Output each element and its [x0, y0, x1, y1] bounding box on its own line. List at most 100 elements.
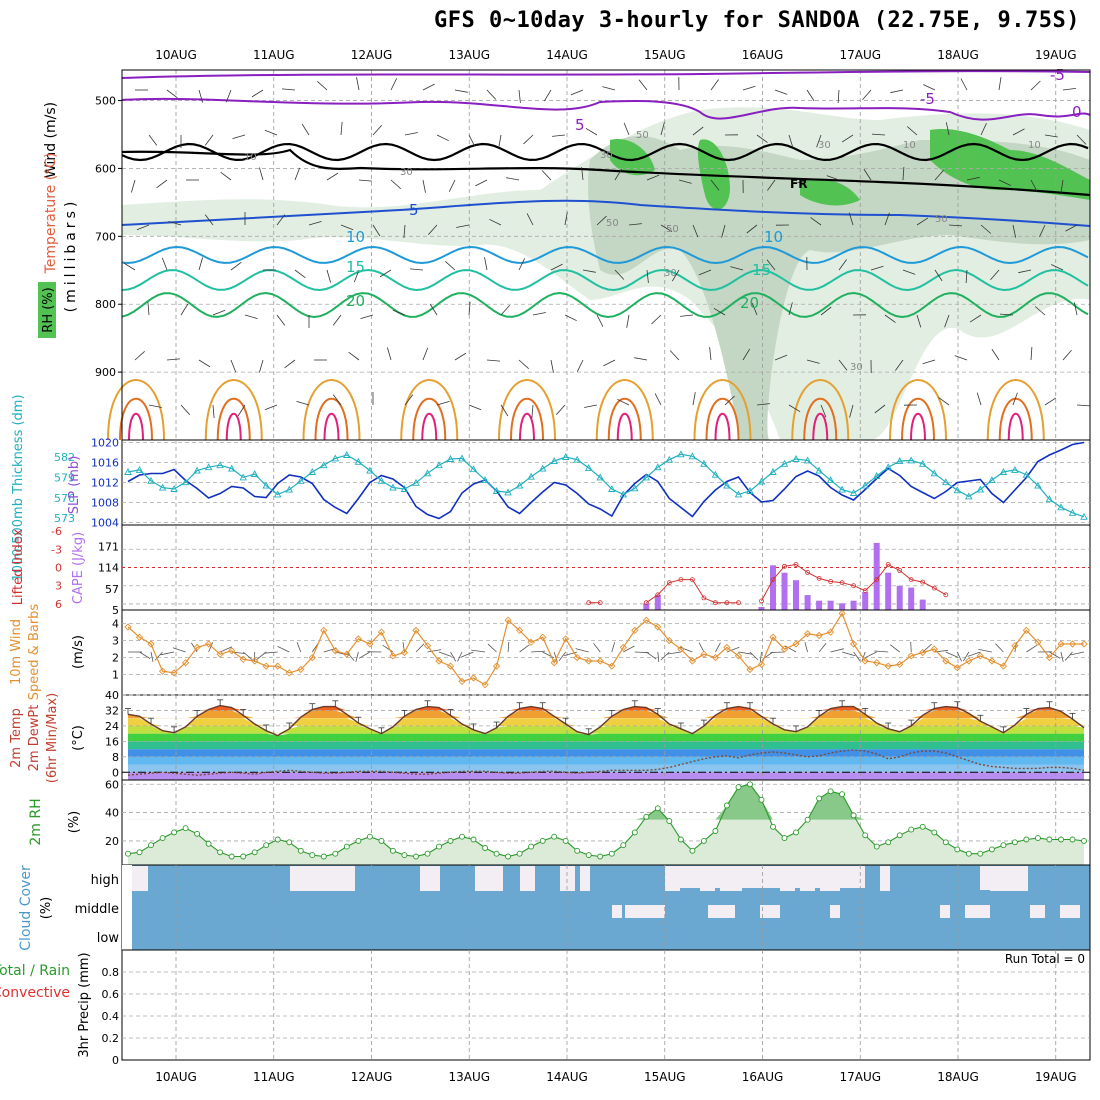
wind-barb — [1030, 80, 1041, 91]
thickness-point — [273, 490, 282, 498]
wind10-barb — [842, 651, 856, 657]
wind-barb — [166, 89, 178, 99]
wind10-barb — [553, 651, 558, 662]
rh2m-point — [1011, 839, 1018, 846]
wind-barb — [212, 404, 215, 419]
thickness-point — [181, 478, 190, 486]
temp-tick: 40 — [105, 689, 119, 702]
wind10-point — [124, 623, 132, 631]
temp-contour-label: 20 — [740, 294, 759, 312]
rh2m-point — [839, 791, 846, 798]
wind-barb — [148, 134, 158, 146]
label-wind10-a: 10m Wind — [9, 619, 24, 685]
thickness-point — [331, 454, 340, 462]
wind10-barb — [749, 651, 759, 661]
wind-barb — [198, 89, 203, 103]
wind-barb — [756, 134, 768, 143]
wind10-point — [988, 657, 996, 665]
top-date-label: 10AUG — [155, 48, 197, 62]
rh-contour-label: 30 — [818, 140, 831, 151]
thickness-point — [343, 451, 351, 458]
wind-barb — [500, 404, 509, 417]
wind10-point — [896, 660, 904, 669]
rh-green-region — [697, 139, 730, 210]
mid-cloud-block — [830, 905, 840, 918]
wind-barb — [326, 172, 339, 181]
rh2m-point — [712, 828, 719, 834]
wind-barb — [136, 224, 150, 231]
rh2m-point — [389, 847, 396, 854]
wind-barb — [332, 394, 342, 406]
high-cloud-block — [665, 866, 865, 888]
isotherm-25 — [986, 379, 1045, 441]
thickness-point — [965, 492, 973, 500]
wind-barb — [838, 359, 848, 371]
li-point — [874, 577, 880, 582]
mid-cloud-block — [715, 905, 735, 918]
wind-barb — [874, 404, 886, 414]
top-date-label: 17AUG — [839, 48, 881, 62]
wind-barb — [709, 347, 712, 361]
isotherm-20 — [121, 291, 1089, 319]
thickness-tick: 582 — [54, 451, 75, 464]
wind-barb — [1065, 224, 1078, 232]
thickness-point — [458, 454, 466, 462]
wind-barb — [570, 89, 584, 96]
wind-barb — [259, 359, 264, 373]
isotherm-35 — [910, 412, 926, 441]
isotherm-5 — [121, 199, 1091, 227]
wind10-barb — [726, 646, 740, 653]
mid-cloud-block — [612, 905, 622, 918]
rh2m-point — [551, 833, 558, 840]
wind-barb — [390, 179, 401, 189]
wind10-point — [665, 636, 673, 645]
wind-barb — [332, 314, 342, 326]
rh-tick: 20 — [105, 835, 119, 848]
cape-tick: 5 — [112, 604, 119, 617]
rh2m-point — [194, 830, 201, 837]
wind10-point — [135, 633, 144, 641]
rh2m-point — [1046, 836, 1053, 843]
rh2m-point — [424, 850, 431, 857]
wind10-barb — [623, 645, 635, 653]
wind10-point — [458, 677, 466, 686]
thickness-point — [734, 490, 743, 498]
isotherm-30 — [705, 397, 740, 441]
wind-barb — [360, 314, 374, 319]
wind10-point — [780, 645, 789, 653]
wind10-barb — [853, 651, 861, 662]
wind-barb — [671, 269, 680, 282]
wind10-point — [1057, 640, 1065, 648]
thickness-point — [285, 485, 294, 493]
wind10-barb — [438, 651, 452, 657]
isotherm-30 — [510, 397, 544, 441]
rh2m-point — [539, 837, 546, 844]
tick-label: 600 — [95, 162, 116, 175]
isotherm-30 — [803, 397, 838, 441]
tick-label: 900 — [95, 366, 116, 379]
wind-barb — [584, 404, 598, 408]
wind-barb — [518, 359, 529, 369]
wind10-point — [907, 652, 915, 660]
wind-barb — [788, 404, 801, 413]
temp-contour-label: 5 — [575, 116, 585, 134]
pressure-ticks: 500 600 700 800 900 — [95, 95, 122, 379]
high-cloud-block — [1010, 866, 1028, 891]
thickness-point — [308, 468, 317, 475]
li-tick: 3 — [55, 580, 62, 593]
wind10-barb — [874, 650, 889, 653]
label-lifted-index: Lifted Index — [11, 528, 26, 605]
wind-barb — [990, 269, 1000, 281]
thickness-point — [262, 481, 270, 489]
wind10-point — [389, 652, 397, 660]
wind-barb — [489, 218, 502, 226]
wind-barb — [1044, 397, 1057, 406]
bottom-date-label: 14AUG — [546, 1070, 588, 1084]
wind-barb — [212, 309, 226, 316]
thickness-point — [953, 486, 962, 494]
precip-tick: 0.2 — [102, 1032, 120, 1045]
rh2m-point — [274, 836, 281, 843]
wind-barb — [198, 257, 203, 271]
wind-barb — [156, 179, 168, 189]
wind10-point — [400, 648, 409, 657]
